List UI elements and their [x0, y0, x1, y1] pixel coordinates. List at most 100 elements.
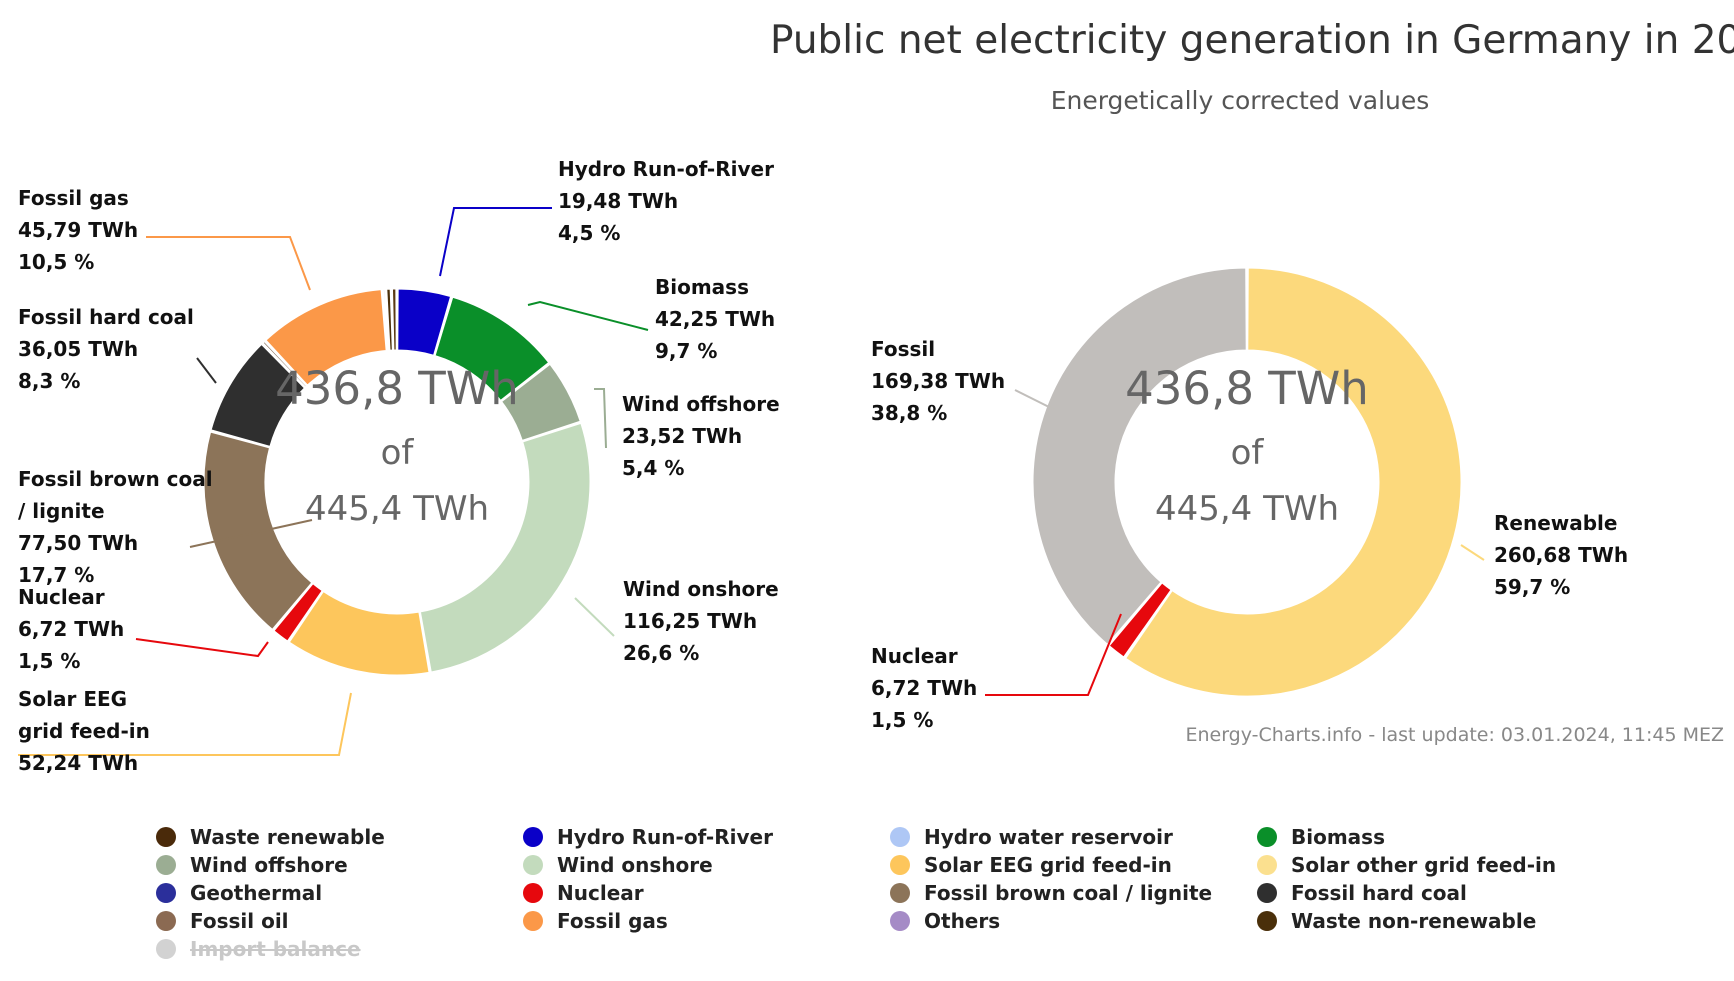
legend-item-fossil-brown-coal-lignite[interactable]: Fossil brown coal / lignite	[890, 881, 1212, 905]
data-label-line: 23,52 TWh	[622, 424, 742, 448]
legend-item-waste-non-renewable[interactable]: Waste non-renewable	[1257, 909, 1536, 933]
slice-wind-onshore[interactable]	[419, 422, 591, 673]
data-label: Hydro Run-of-River 19,48 TWh 4,5 %	[558, 157, 774, 245]
data-label-line: 26,6 %	[623, 641, 699, 665]
data-label-line: 9,7 %	[655, 339, 717, 363]
chart-title: Public net electricity generation in Ger…	[770, 18, 1734, 63]
data-label-line: 1,5 %	[18, 649, 80, 673]
legend-label: Fossil gas	[557, 909, 668, 933]
data-label-line: / lignite	[18, 499, 105, 523]
slice-solar-eeg-grid-feed-in[interactable]	[288, 590, 430, 676]
slice-wind-offshore[interactable]	[500, 363, 581, 442]
slice-others[interactable]	[382, 288, 389, 351]
leader-line	[196, 357, 217, 384]
data-label-line: 8,3 %	[18, 369, 80, 393]
leader-line	[135, 638, 269, 658]
legend-label: Fossil oil	[190, 909, 289, 933]
legend-marker	[1257, 855, 1277, 875]
legend-item-import-balance[interactable]: Import balance	[156, 937, 361, 961]
data-label: Solar EEG grid feed-in 52,24 TWh	[18, 687, 150, 775]
data-label-line: Hydro Run-of-River	[558, 157, 774, 181]
legend-item-nuclear[interactable]: Nuclear	[523, 881, 644, 905]
legend-item-geothermal[interactable]: Geothermal	[156, 881, 322, 905]
leader-line	[146, 236, 311, 291]
legend-marker	[890, 883, 910, 903]
data-label-line: 36,05 TWh	[18, 337, 138, 361]
slice-nuclear[interactable]	[1108, 582, 1172, 658]
legend-marker	[1257, 911, 1277, 931]
legend-item-others[interactable]: Others	[890, 909, 1000, 933]
data-label-line: Fossil hard coal	[18, 305, 194, 329]
legend-label: Hydro water reservoir	[924, 825, 1173, 849]
left-donut-chart: 436,8 TWh of 445,4 TWh Hydro Run-of-River 19…	[18, 157, 780, 775]
leader-line	[527, 300, 649, 331]
slice-fossil-oil[interactable]	[262, 341, 308, 388]
slice-waste-renewable[interactable]	[391, 288, 397, 351]
center-total: 445,4 TWh	[1155, 489, 1339, 529]
legend-item-biomass[interactable]: Biomass	[1257, 825, 1385, 849]
data-label: Wind onshore 116,25 TWh 26,6 %	[623, 577, 779, 665]
legend-label: Geothermal	[190, 881, 323, 905]
data-label-line: Fossil	[871, 337, 935, 361]
data-label-line: Renewable	[1494, 511, 1617, 535]
data-label-line: 19,48 TWh	[558, 189, 678, 213]
leader-line	[189, 519, 313, 548]
leader-line	[574, 597, 615, 637]
leader-line	[439, 207, 552, 277]
data-label-line: 4,5 %	[558, 221, 620, 245]
leader-line	[1014, 389, 1056, 411]
data-label: Fossil gas 45,79 TWh 10,5 %	[18, 186, 138, 274]
legend-item-hydro-water-reservoir[interactable]: Hydro water reservoir	[890, 825, 1173, 849]
data-label-line: Fossil brown coal	[18, 467, 213, 491]
legend-label: Wind offshore	[190, 853, 348, 877]
data-label-line: Biomass	[655, 275, 749, 299]
credits-footer[interactable]: Energy-Charts.info - last update: 03.01.…	[1185, 724, 1724, 746]
legend-item-waste-renewable[interactable]: Waste renewable	[156, 825, 385, 849]
legend-item-fossil-gas[interactable]: Fossil gas	[523, 909, 668, 933]
legend-marker	[156, 911, 176, 931]
data-label-line: 260,68 TWh	[1494, 543, 1628, 567]
slice-waste-non-renewable[interactable]	[386, 288, 393, 351]
data-label: Renewable 260,68 TWh 59,7 %	[1494, 511, 1628, 599]
legend-item-solar-other-grid-feed-in[interactable]: Solar other grid feed-in	[1257, 853, 1556, 877]
legend-marker	[523, 855, 543, 875]
legend-marker	[523, 911, 543, 931]
slice-fossil-brown-coal-lignite[interactable]	[203, 431, 313, 631]
legend-marker	[890, 827, 910, 847]
legend-item-fossil-oil[interactable]: Fossil oil	[156, 909, 289, 933]
data-label: Fossil 169,38 TWh 38,8 %	[871, 337, 1005, 425]
legend-label: Fossil hard coal	[1291, 881, 1467, 905]
legend-marker	[156, 883, 176, 903]
data-label-line: 6,72 TWh	[871, 676, 977, 700]
legend-item-fossil-hard-coal[interactable]: Fossil hard coal	[1257, 881, 1467, 905]
legend-marker	[1257, 827, 1277, 847]
legend-label: Fossil brown coal / lignite	[924, 881, 1213, 905]
leader-line	[1460, 544, 1485, 561]
slice-biomass[interactable]	[434, 296, 550, 402]
slice-fossil[interactable]	[1032, 267, 1247, 645]
data-label: Fossil brown coal / lignite 77,50 TWh 17,7 …	[18, 467, 213, 587]
legend-item-wind-offshore[interactable]: Wind offshore	[156, 853, 348, 877]
legend-label: Biomass	[1291, 825, 1385, 849]
legend-marker	[1257, 883, 1277, 903]
slice-hydro-run-of-river[interactable]	[397, 288, 452, 356]
legend-item-solar-eeg-grid-feed-in[interactable]: Solar EEG grid feed-in	[890, 853, 1172, 877]
slice-fossil-hard-coal[interactable]	[210, 343, 306, 447]
legend-item-wind-onshore[interactable]: Wind onshore	[523, 853, 713, 877]
legend-item-hydro-run-of-river[interactable]: Hydro Run-of-River	[523, 825, 773, 849]
data-label: Biomass 42,25 TWh 9,7 %	[655, 275, 775, 363]
data-label-line: grid feed-in	[18, 719, 150, 743]
leader-line	[594, 388, 607, 449]
slice-renewable[interactable]	[1125, 267, 1462, 697]
data-label-line: 38,8 %	[871, 401, 947, 425]
data-label: Wind offshore 23,52 TWh 5,4 %	[622, 392, 780, 480]
data-label-line: 42,25 TWh	[655, 307, 775, 331]
slice-nuclear[interactable]	[273, 583, 323, 642]
legend-label: Solar other grid feed-in	[1291, 853, 1557, 877]
slice-fossil-gas[interactable]	[265, 289, 387, 386]
legend-label: Wind onshore	[557, 853, 713, 877]
right-donut-chart: 436,8 TWh of 445,4 TWh Renewable 260,68 TWh 5…	[871, 267, 1628, 732]
data-label-line: 10,5 %	[18, 250, 94, 274]
legend-marker	[523, 883, 543, 903]
